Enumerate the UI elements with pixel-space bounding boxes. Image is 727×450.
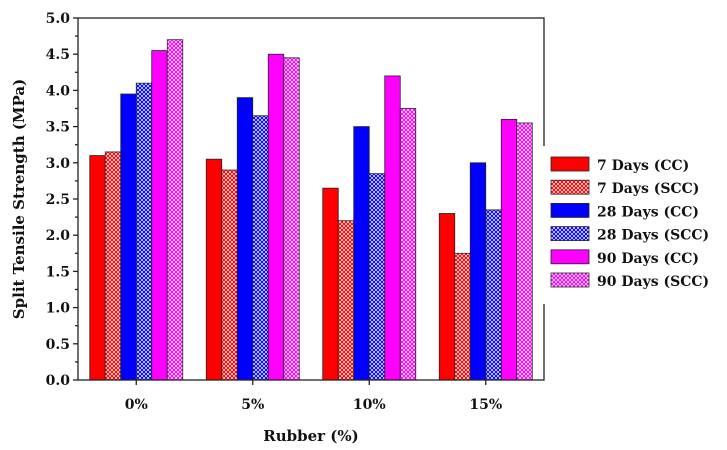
x-tick-label: 5% (241, 397, 264, 413)
bar (267, 53, 285, 381)
bar (166, 39, 184, 381)
legend-swatch (550, 249, 590, 265)
bar (353, 126, 370, 381)
y-axis-ticks: 0.0 0.5 1.0 1.5 2.0 2.5 3.0 3.5 4.0 4.5 5.0 (46, 11, 78, 389)
bar (89, 155, 106, 381)
y-tick-label: 2.5 (46, 192, 70, 208)
y-tick-label: 1.0 (46, 301, 71, 317)
y-tick-label: 5.0 (46, 11, 71, 27)
y-axis-title: Split Tensile Strength (MPa) (10, 79, 28, 319)
y-tick-label: 0.0 (46, 373, 71, 389)
y-tick-label: 4.0 (46, 83, 71, 99)
legend-swatch (550, 272, 590, 288)
bar (322, 187, 339, 381)
bar (384, 75, 401, 381)
legend-swatch (550, 226, 590, 242)
bar (469, 162, 487, 381)
y-tick-label: 0.5 (46, 337, 70, 353)
x-axis-ticks: 0% 5% 10% 15% (125, 380, 502, 413)
legend-swatch (550, 202, 590, 218)
y-tick-label: 3.5 (46, 120, 70, 136)
bar (438, 213, 456, 381)
bar (236, 97, 254, 381)
bar (454, 252, 471, 381)
bar (399, 108, 417, 381)
x-tick-label: 10% (353, 397, 386, 413)
bar (368, 173, 386, 381)
legend-label: 7 Days (CC) (597, 158, 689, 174)
legend-label: 28 Days (CC) (597, 204, 699, 220)
legend-swatch (550, 179, 590, 195)
y-tick-label: 2.0 (46, 228, 71, 244)
legend: 7 Days (CC) 7 Days (SCC) 28 Days (CC) 28 Da… (543, 146, 725, 304)
bar (252, 115, 269, 381)
legend-label: 90 Days (CC) (597, 251, 699, 267)
legend-label: 28 Days (SCC) (597, 228, 709, 244)
bar (485, 209, 502, 381)
bar (104, 151, 122, 381)
bar (151, 50, 168, 381)
x-tick-label: 15% (469, 397, 502, 413)
y-tick-label: 4.5 (46, 47, 70, 63)
bar (500, 118, 518, 381)
bars-group (89, 39, 533, 381)
bar (516, 122, 533, 381)
y-tick-label: 1.5 (46, 264, 70, 280)
y-tick-label: 3.0 (46, 156, 71, 172)
bar (283, 57, 300, 381)
legend-label: 90 Days (SCC) (597, 274, 709, 290)
bar (205, 158, 223, 381)
bar (337, 220, 355, 381)
x-tick-label: 0% (125, 397, 148, 413)
legend-swatch (550, 156, 590, 172)
bar (221, 169, 238, 381)
x-axis-title: Rubber (%) (263, 427, 358, 445)
bar (135, 82, 153, 381)
bar (120, 93, 137, 381)
legend-label: 7 Days (SCC) (597, 181, 699, 197)
